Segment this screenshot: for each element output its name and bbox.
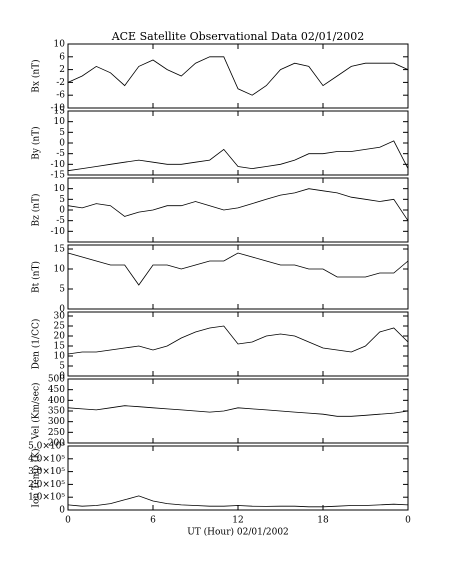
y-tick-label: 5 [59, 362, 65, 372]
plot-frame [67, 110, 409, 176]
y-tick-label: 6 [59, 52, 65, 62]
y-tick-label: -2 [56, 78, 65, 88]
y-tick-label: 5 [59, 285, 65, 295]
y-tick-label: 25 [54, 322, 66, 332]
plot-frame [67, 445, 409, 511]
x-axis-label: UT (Hour) 02/01/2002 [187, 527, 289, 538]
y-tick-label: 10 [54, 40, 66, 50]
y-tick-label: 10 [54, 184, 66, 194]
x-tick-label: 6 [150, 516, 156, 526]
y-axis-label: Bt (nT) [31, 261, 42, 293]
y-tick-label: 5 [59, 195, 65, 205]
data-line [67, 56, 409, 96]
y-tick-label: -10 [51, 160, 66, 170]
y-tick-label: 500 [48, 375, 65, 385]
y-tick-label: -10 [51, 227, 66, 237]
y-tick-label: 10 [54, 265, 66, 275]
data-line [67, 252, 409, 286]
y-tick-label: 10 [54, 352, 66, 362]
y-tick-label: 250 [48, 428, 65, 438]
y-tick-label: -10 [51, 104, 66, 114]
y-axis-label: Bz (nT) [31, 193, 42, 226]
x-tick-label: 0 [65, 516, 71, 526]
data-line [67, 140, 409, 172]
plot-frame [67, 177, 409, 243]
y-tick-label: 0 [59, 206, 65, 216]
x-tick-label: 0 [405, 516, 411, 526]
y-tick-label: 30 [54, 312, 66, 322]
data-line [67, 188, 409, 221]
data-line [67, 405, 409, 417]
y-tick-label: 15 [54, 245, 66, 255]
y-tick-label: 300 [48, 417, 65, 427]
y-tick-label: 200 [48, 439, 65, 449]
y-tick-label: 2.0×10⁵ [28, 480, 65, 490]
y-tick-label: 5 [59, 128, 65, 138]
y-tick-label: 20 [54, 332, 66, 342]
y-tick-label: 15 [54, 107, 66, 117]
y-tick-label: 10 [54, 117, 66, 127]
y-tick-label: 1.0×10⁵ [28, 493, 65, 503]
y-tick-label: 0 [59, 305, 65, 315]
y-tick-label: 350 [48, 407, 65, 417]
y-tick-label: 400 [48, 396, 65, 406]
y-tick-label: 0 [59, 139, 65, 149]
data-line [67, 325, 409, 355]
y-axis-label: Ion Temp (K) [31, 448, 42, 507]
y-tick-label: 15 [54, 342, 66, 352]
y-tick-label: 4.0×10⁵ [28, 454, 65, 464]
y-tick-label: -6 [56, 91, 65, 101]
y-tick-label: 450 [48, 385, 65, 395]
y-tick-label: 3.0×10⁵ [28, 467, 65, 477]
chart-title: ACE Satellite Observational Data 02/01/2… [111, 30, 365, 43]
plot-frame [67, 43, 409, 109]
x-tick-label: 12 [232, 516, 243, 526]
y-axis-label: By (nT) [31, 126, 42, 159]
y-tick-label: -15 [51, 171, 66, 181]
y-tick-label: 2 [59, 65, 65, 75]
x-tick-label: 18 [317, 516, 329, 526]
y-tick-label: -5 [56, 149, 65, 159]
y-tick-label: 0 [59, 372, 65, 382]
y-axis-label: Den (1/CC) [31, 319, 42, 370]
y-tick-label: -5 [56, 216, 65, 226]
y-tick-label: 0 [59, 506, 65, 516]
plot-frame [67, 378, 409, 444]
y-axis-label: Bx (nT) [31, 59, 42, 92]
y-tick-label: 5.0×10⁵ [28, 442, 65, 452]
y-axis-label: Vel (Km/sec) [31, 382, 42, 440]
data-line [67, 495, 409, 508]
